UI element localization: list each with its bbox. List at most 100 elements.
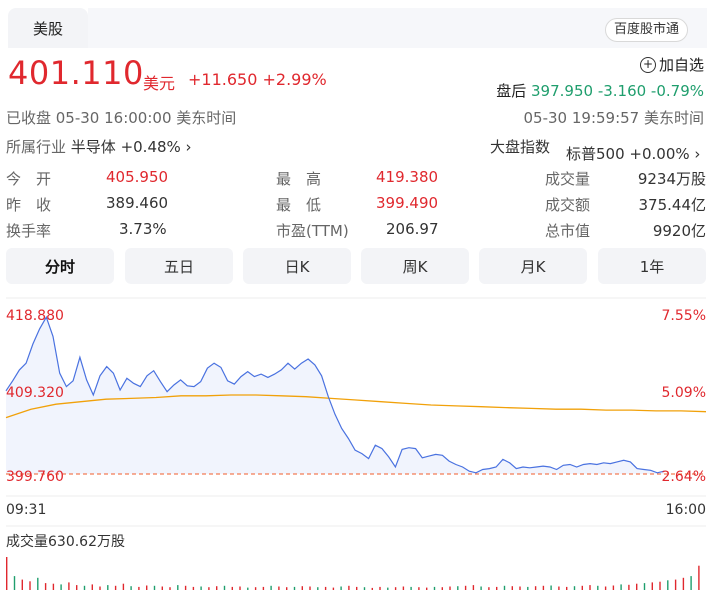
volume-bar <box>690 576 692 590</box>
volume-bar <box>371 587 373 590</box>
volume-bar <box>169 587 171 590</box>
volume-bar <box>511 586 513 590</box>
volume-bar <box>29 581 31 590</box>
stat-label: 昨 收 <box>6 196 52 214</box>
volume-bar <box>231 586 233 590</box>
stats-row: 今 开 405.950 最 高 419.380 成交量 9234万股 <box>0 168 712 192</box>
volume-bar <box>60 584 62 590</box>
tab-5day[interactable]: 五日 <box>125 248 233 284</box>
volume-bar <box>674 579 677 590</box>
stats-row: 换手率 3.73% 市盈(TTM) 206.97 总市值 9920亿 <box>0 220 712 244</box>
tab-day-k[interactable]: 日K <box>243 248 351 284</box>
volume-bar <box>604 586 607 590</box>
intraday-chart[interactable]: 418.880 409.320 399.760 7.55% 5.09% 2.64… <box>0 292 712 592</box>
volume-bar <box>667 580 669 590</box>
ylabel-mid-right: 5.09% <box>661 385 706 401</box>
volume-bar <box>177 585 179 590</box>
volume-bar <box>651 582 653 590</box>
volume-bar <box>44 583 47 590</box>
volume-bar <box>192 586 195 590</box>
volume-bar <box>659 581 661 590</box>
index-value[interactable]: 标普500 +0.00% › <box>566 145 701 163</box>
volume-bar <box>410 586 412 590</box>
volume-bar <box>363 587 366 590</box>
tab-intraday[interactable]: 分时 <box>6 248 114 284</box>
ylabel-bottom-left: 399.760 <box>6 469 64 485</box>
add-watchlist-label: 加自选 <box>658 56 704 74</box>
volume-bar <box>76 585 78 590</box>
volume-bar <box>636 583 638 590</box>
stat-label: 成交量 <box>545 170 591 188</box>
stat-value: 3.73% <box>119 220 167 238</box>
volume-bar <box>573 586 576 590</box>
volume-bar <box>309 586 311 590</box>
volume-bar <box>534 586 537 590</box>
stat-label: 总市值 <box>545 222 591 240</box>
header-strip <box>88 8 707 48</box>
volume-bar <box>254 587 257 590</box>
stat-value: 206.97 <box>386 220 439 238</box>
volume-bar <box>628 584 630 590</box>
volume-bar <box>6 557 8 590</box>
after-hours: 盘后 397.950 -3.160 -0.79% <box>496 80 704 101</box>
volume-bar <box>441 587 443 590</box>
xlabel-end: 16:00 <box>665 502 706 518</box>
tab-1year[interactable]: 1年 <box>598 248 706 284</box>
tab-month-k[interactable]: 月K <box>479 248 587 284</box>
volume-bar <box>356 586 358 590</box>
volume-bar <box>138 586 140 590</box>
volume-label: 成交量630.62万股 <box>6 534 125 550</box>
current-price: 401.110 <box>8 54 144 92</box>
volume-bar <box>107 585 109 590</box>
volume-bar <box>519 586 521 590</box>
volume-bar <box>426 587 428 590</box>
volume-bar <box>146 585 148 590</box>
after-hours-label: 盘后 <box>496 82 527 100</box>
industry-row[interactable]: 所属行业 半导体 +0.48% › <box>6 136 192 157</box>
baidu-stock-button[interactable]: 百度股市通 <box>604 18 688 42</box>
volume-bar <box>418 587 420 590</box>
stat-label: 成交额 <box>545 196 591 214</box>
tab-us-stocks[interactable]: 美股 <box>8 8 88 48</box>
stat-value: 389.460 <box>106 194 169 212</box>
volume-bar <box>301 586 303 590</box>
volume-bar <box>620 584 622 590</box>
volume-bar <box>83 585 86 590</box>
top-bar: 美股 百度股市通 <box>0 0 712 48</box>
volume-bar <box>597 585 599 590</box>
volume-bar <box>270 585 272 590</box>
stat-label: 市盈(TTM) <box>276 222 349 240</box>
volume-bar <box>161 586 163 590</box>
volume-bar <box>68 582 70 590</box>
add-watchlist-button[interactable]: + 加自选 <box>639 54 704 75</box>
volume-bar <box>239 586 241 590</box>
volume-bar <box>37 577 39 590</box>
volume-bar <box>317 587 319 590</box>
volume-bar <box>278 586 280 590</box>
after-hours-price: 397.950 <box>531 82 594 100</box>
tab-week-k[interactable]: 周K <box>361 248 469 284</box>
stat-label: 今 开 <box>6 170 52 188</box>
volume-bar <box>262 586 265 590</box>
stat-value: 9920亿 <box>652 222 706 240</box>
volume-bar <box>558 586 560 590</box>
volume-bar <box>433 586 436 590</box>
volume-bar <box>216 586 218 590</box>
volume-bar <box>488 587 490 590</box>
stat-value: 405.950 <box>106 168 169 186</box>
after-hours-time: 05-30 19:59:57 美东时间 <box>523 109 705 127</box>
volume-bar <box>340 586 342 590</box>
volume-bar <box>153 585 156 590</box>
volume-bar <box>91 584 93 590</box>
industry-value[interactable]: 半导体 +0.48% › <box>70 138 192 156</box>
market-status: 已收盘 05-30 16:00:00 美东时间 <box>6 109 237 127</box>
currency-label: 美元 <box>143 74 176 93</box>
volume-bar <box>643 583 646 590</box>
volume-bar <box>402 586 405 590</box>
volume-bar <box>449 586 451 590</box>
volume-bar <box>21 579 23 590</box>
volume-bar <box>324 586 327 590</box>
stat-label: 最 低 <box>276 196 322 214</box>
volume-bar <box>527 586 529 590</box>
volume-bar <box>612 585 615 590</box>
